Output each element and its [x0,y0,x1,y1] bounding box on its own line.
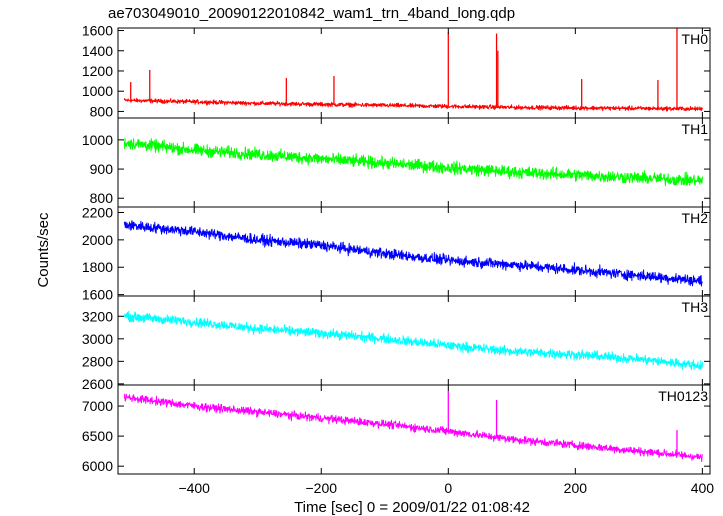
panel-th3: 2600 2800 3000 3200 TH3 [82,295,711,392]
series-line-th3 [123,310,703,371]
y-tick-label: 2000 [82,232,113,248]
panel-th0123: 6000 6500 7000 TH0123 [82,384,711,475]
y-tick-label: 1800 [82,259,113,275]
chart-title: ae703049010_20090122010842_wam1_trn_4ban… [108,5,515,22]
panel-label-th0: TH0 [682,31,709,47]
series-line-th0123 [123,393,703,462]
y-tick-label: 900 [90,161,114,177]
y-tick-label: 7000 [82,398,113,414]
panel-stack: 8001000120014001600TH08009001000TH116001… [82,23,711,475]
x-tick-label: 400 [691,480,715,496]
y-tick-label: 2200 [82,204,113,220]
panel-frame [117,117,711,208]
panel-frame [117,384,711,475]
series-line-th2 [123,220,703,287]
y-tick-label: 3000 [82,331,113,347]
x-axis-tick-labels: −400 −200 0 200 400 [178,480,714,496]
x-tick-label: 200 [564,480,588,496]
x-axis-label: Time [sec] 0 = 2009/01/22 01:08:42 [294,499,530,516]
series-line-th1 [123,138,703,187]
panel-th0: 800 1000 1200 1400 1600 TH0 [82,23,711,119]
panel-label-th2: TH2 [682,210,709,226]
y-tick-label: 1600 [82,23,113,39]
y-axis-label: Counts/sec [35,212,52,288]
y-tick-label: 3200 [82,308,113,324]
y-tick-label: 6000 [82,458,113,474]
y-tick-label: 2600 [82,376,113,392]
panel-label-th0123: TH0123 [658,388,708,404]
series-line-th0 [123,97,703,112]
x-tick-label: −200 [305,480,337,496]
y-tick-label: 1000 [82,83,113,99]
y-tick-label: 2800 [82,353,113,369]
y-tick-label: 1400 [82,43,113,59]
panel-frame [117,206,711,297]
panel-label-th1: TH1 [682,121,709,137]
panel-th2: 1600 1800 2000 2200 TH2 [82,204,711,303]
y-tick-label: 800 [90,103,114,119]
y-tick-label: 1600 [82,287,113,303]
y-tick-label: 800 [90,190,114,206]
panel-label-th3: TH3 [682,299,709,315]
x-tick-label: −400 [178,480,210,496]
y-tick-label: 1200 [82,63,113,79]
panel-th1: 800 900 1000 TH1 [82,117,711,208]
y-tick-label: 6500 [82,428,113,444]
y-tick-label: 1000 [82,132,113,148]
x-tick-label: 0 [444,480,452,496]
